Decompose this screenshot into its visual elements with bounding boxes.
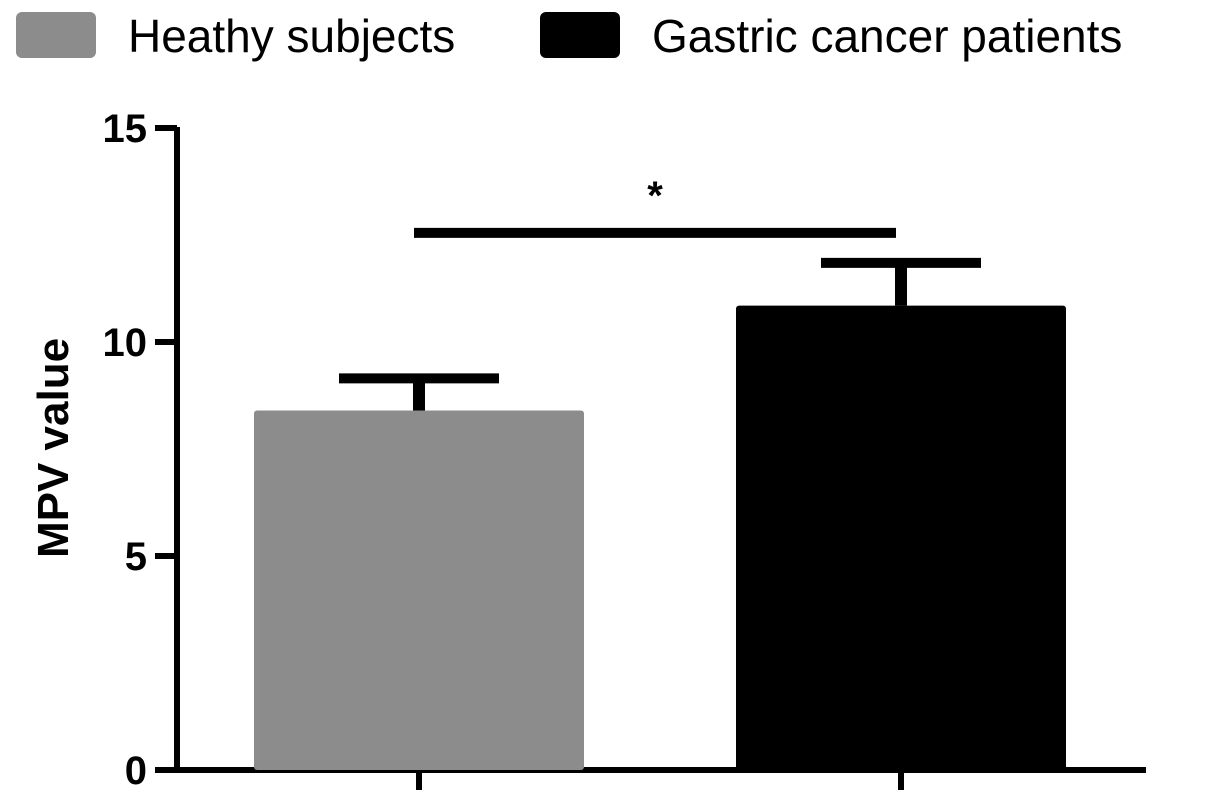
bar-healthy — [254, 410, 584, 770]
y-axis-label: MPV value — [29, 338, 78, 558]
y-axis-ticks: 0 5 10 15 — [103, 107, 177, 793]
legend-label-healthy: Heathy subjects — [128, 10, 455, 62]
bars — [254, 305, 1066, 770]
legend-swatch-healthy — [16, 12, 96, 58]
significance-annotation: * — [414, 174, 896, 238]
legend: Heathy subjects Gastric cancer patients — [16, 10, 1122, 62]
y-tick-label-0: 0 — [125, 749, 147, 793]
y-tick-label-3: 15 — [103, 107, 148, 151]
error-bars — [339, 257, 981, 411]
error-bar-healthy — [339, 373, 499, 411]
legend-label-gastric: Gastric cancer patients — [652, 10, 1122, 62]
significance-star: * — [647, 174, 663, 218]
y-tick-label-2: 10 — [103, 321, 148, 365]
x-axis-ticks — [416, 770, 904, 790]
error-bar-gastric — [821, 257, 981, 306]
y-tick-label-1: 5 — [125, 535, 147, 579]
bar-gastric — [736, 305, 1066, 770]
legend-swatch-gastric — [540, 12, 620, 58]
